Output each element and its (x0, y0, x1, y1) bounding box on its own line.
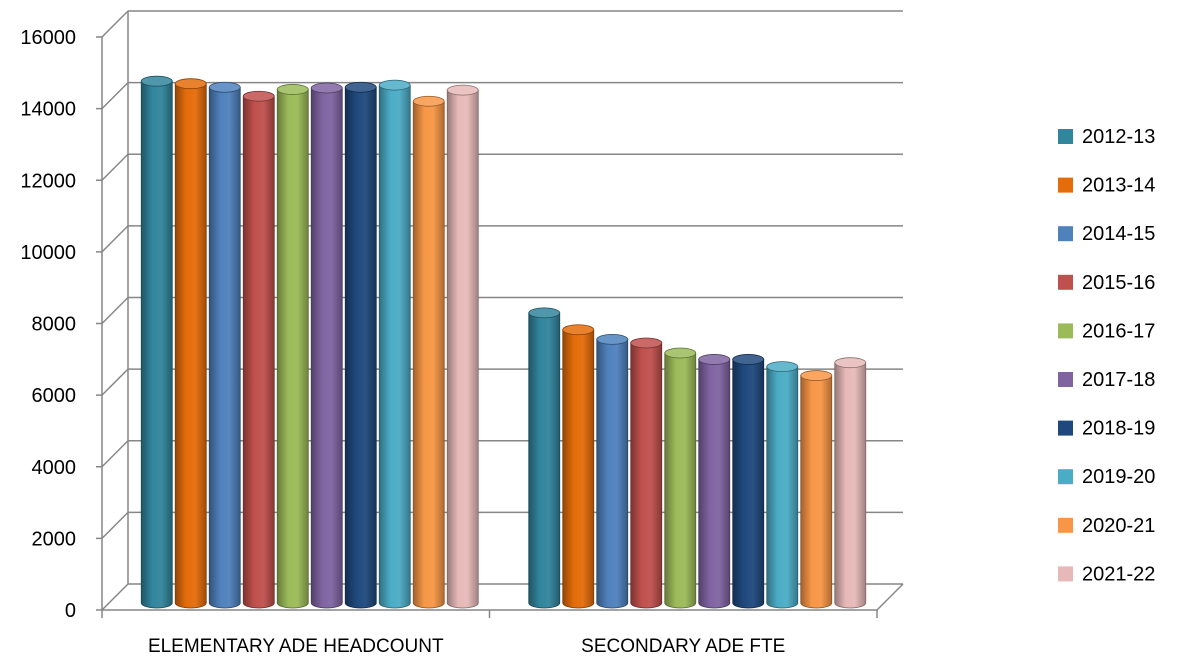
legend-swatch (1058, 226, 1073, 242)
bar-2013-14 (174, 78, 207, 609)
bar-2016-17 (664, 347, 697, 609)
bar-2019-20 (378, 79, 411, 609)
x-axis-labels: ELEMENTARY ADE HEADCOUNT SECONDARY ADE FT… (148, 636, 785, 657)
legend-swatch (1058, 274, 1073, 290)
y-tick-label: 10000 (20, 242, 76, 264)
y-tick-label: 14000 (20, 99, 76, 121)
y-tick-label: 4000 (32, 457, 77, 479)
axes (96, 11, 904, 618)
legend-item: 2016-17 (1058, 320, 1155, 342)
y-tick-label: 12000 (20, 170, 76, 192)
bar-2020-21 (412, 95, 445, 609)
bar-2015-16 (242, 90, 275, 609)
legend-item: 2013-14 (1058, 175, 1155, 197)
legend-item: 2014-15 (1058, 223, 1155, 245)
legend-label: 2017-18 (1082, 369, 1155, 391)
y-tick-label: 2000 (32, 528, 77, 550)
floor-right-edge (876, 583, 904, 611)
legend-item: 2020-21 (1058, 515, 1155, 537)
bar-2020-21 (800, 370, 833, 609)
gridline (101, 81, 903, 110)
bar-2018-19 (344, 81, 377, 609)
legend-label: 2020-21 (1082, 515, 1155, 537)
legend-swatch (1058, 566, 1073, 582)
legend-swatch (1058, 177, 1073, 193)
legend-swatch (1058, 469, 1073, 485)
legend-item: 2017-18 (1058, 369, 1155, 391)
legend-label: 2019-20 (1082, 466, 1155, 488)
legend-label: 2014-15 (1082, 223, 1155, 245)
y-axis-ticks: 0 2000 4000 6000 8000 10000 12000 14000 16000 (20, 27, 76, 622)
bar-2021-22 (446, 84, 479, 609)
bar-2012-13 (140, 75, 173, 609)
legend-label: 2015-16 (1082, 272, 1155, 294)
legend-swatch (1058, 420, 1073, 436)
bar-2016-17 (276, 84, 309, 609)
gridline (101, 10, 903, 38)
bars (140, 75, 867, 609)
y-tick-label: 16000 (20, 27, 76, 49)
legend-label: 2021-22 (1082, 563, 1155, 585)
bar-2015-16 (630, 337, 663, 609)
bar-2017-18 (698, 354, 731, 609)
legend-item: 2015-16 (1058, 272, 1155, 294)
legend-label: 2012-13 (1082, 126, 1155, 148)
bar-2017-18 (310, 82, 343, 609)
y-tick-label: 6000 (32, 385, 77, 407)
legend-swatch (1058, 129, 1073, 144)
legend-swatch (1058, 372, 1073, 387)
legend-label: 2018-19 (1082, 418, 1155, 440)
legend-item: 2012-13 (1058, 126, 1155, 148)
bar-2021-22 (834, 357, 867, 609)
legend-label: 2013-14 (1082, 175, 1155, 197)
legend-swatch (1058, 517, 1073, 533)
y-tick-label: 8000 (32, 314, 77, 336)
legend: 2012-13 2013-14 2014-15 2015-16 2016-17 2017-… (1058, 126, 1155, 585)
bar-2013-14 (562, 324, 595, 609)
legend-item: 2018-19 (1058, 418, 1155, 440)
legend-label: 2016-17 (1082, 320, 1155, 342)
bar-2019-20 (766, 361, 799, 609)
bar-2014-15 (596, 333, 629, 609)
x-category-label: ELEMENTARY ADE HEADCOUNT (148, 636, 444, 657)
legend-item: 2021-22 (1058, 563, 1155, 585)
bar-2014-15 (208, 81, 241, 609)
x-category-label: SECONDARY ADE FTE (581, 636, 785, 657)
legend-swatch (1058, 323, 1073, 339)
legend-item: 2019-20 (1058, 466, 1155, 488)
bar-2018-19 (732, 354, 765, 609)
y-tick-label: 0 (65, 600, 76, 622)
bar-2012-13 (528, 307, 561, 609)
